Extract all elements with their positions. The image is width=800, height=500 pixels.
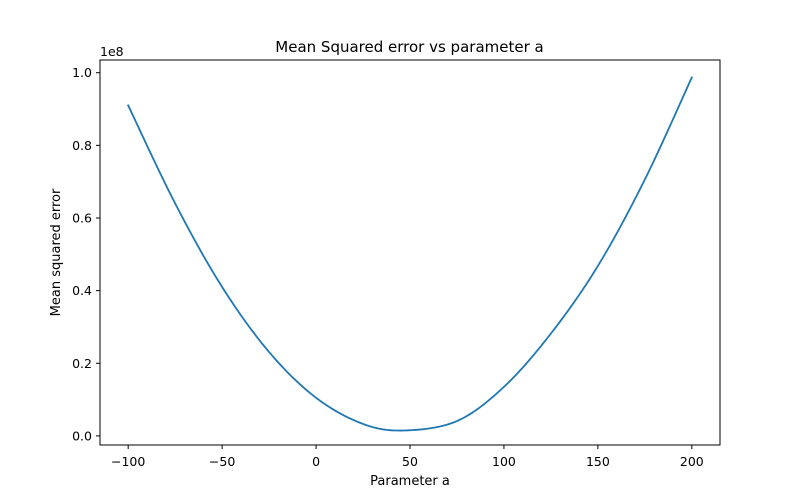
x-tick-label: 100 (492, 454, 516, 469)
y-tick-label: 0.8 (72, 138, 92, 153)
plot-frame (99, 59, 721, 446)
y-offset-label: 1e8 (100, 44, 124, 59)
y-tick-label: 0.6 (72, 210, 92, 225)
y-tick-label: 0.4 (72, 283, 92, 298)
x-axis-label: Parameter a (370, 474, 450, 489)
chart-title: Mean Squared error vs parameter a (275, 38, 543, 56)
x-tick-label: −50 (209, 454, 235, 469)
y-axis: 0.0 0.2 0.4 0.6 0.8 1.0 (72, 65, 100, 443)
x-tick-label: 200 (680, 454, 704, 469)
x-tick-label: 0 (312, 454, 320, 469)
y-tick-label: 0.2 (72, 356, 92, 371)
x-tick-label: −100 (111, 454, 145, 469)
plot-series-layer (126, 76, 694, 432)
x-tick-label: 50 (402, 454, 418, 469)
y-tick-label: 0.0 (72, 428, 92, 443)
y-tick-label: 1.0 (72, 65, 92, 80)
x-axis: −100 −50 0 50 100 150 200 (111, 445, 704, 469)
mse-curve-line (126, 76, 694, 432)
x-tick-label: 150 (586, 454, 610, 469)
y-axis-label: Mean squared error (49, 188, 64, 316)
